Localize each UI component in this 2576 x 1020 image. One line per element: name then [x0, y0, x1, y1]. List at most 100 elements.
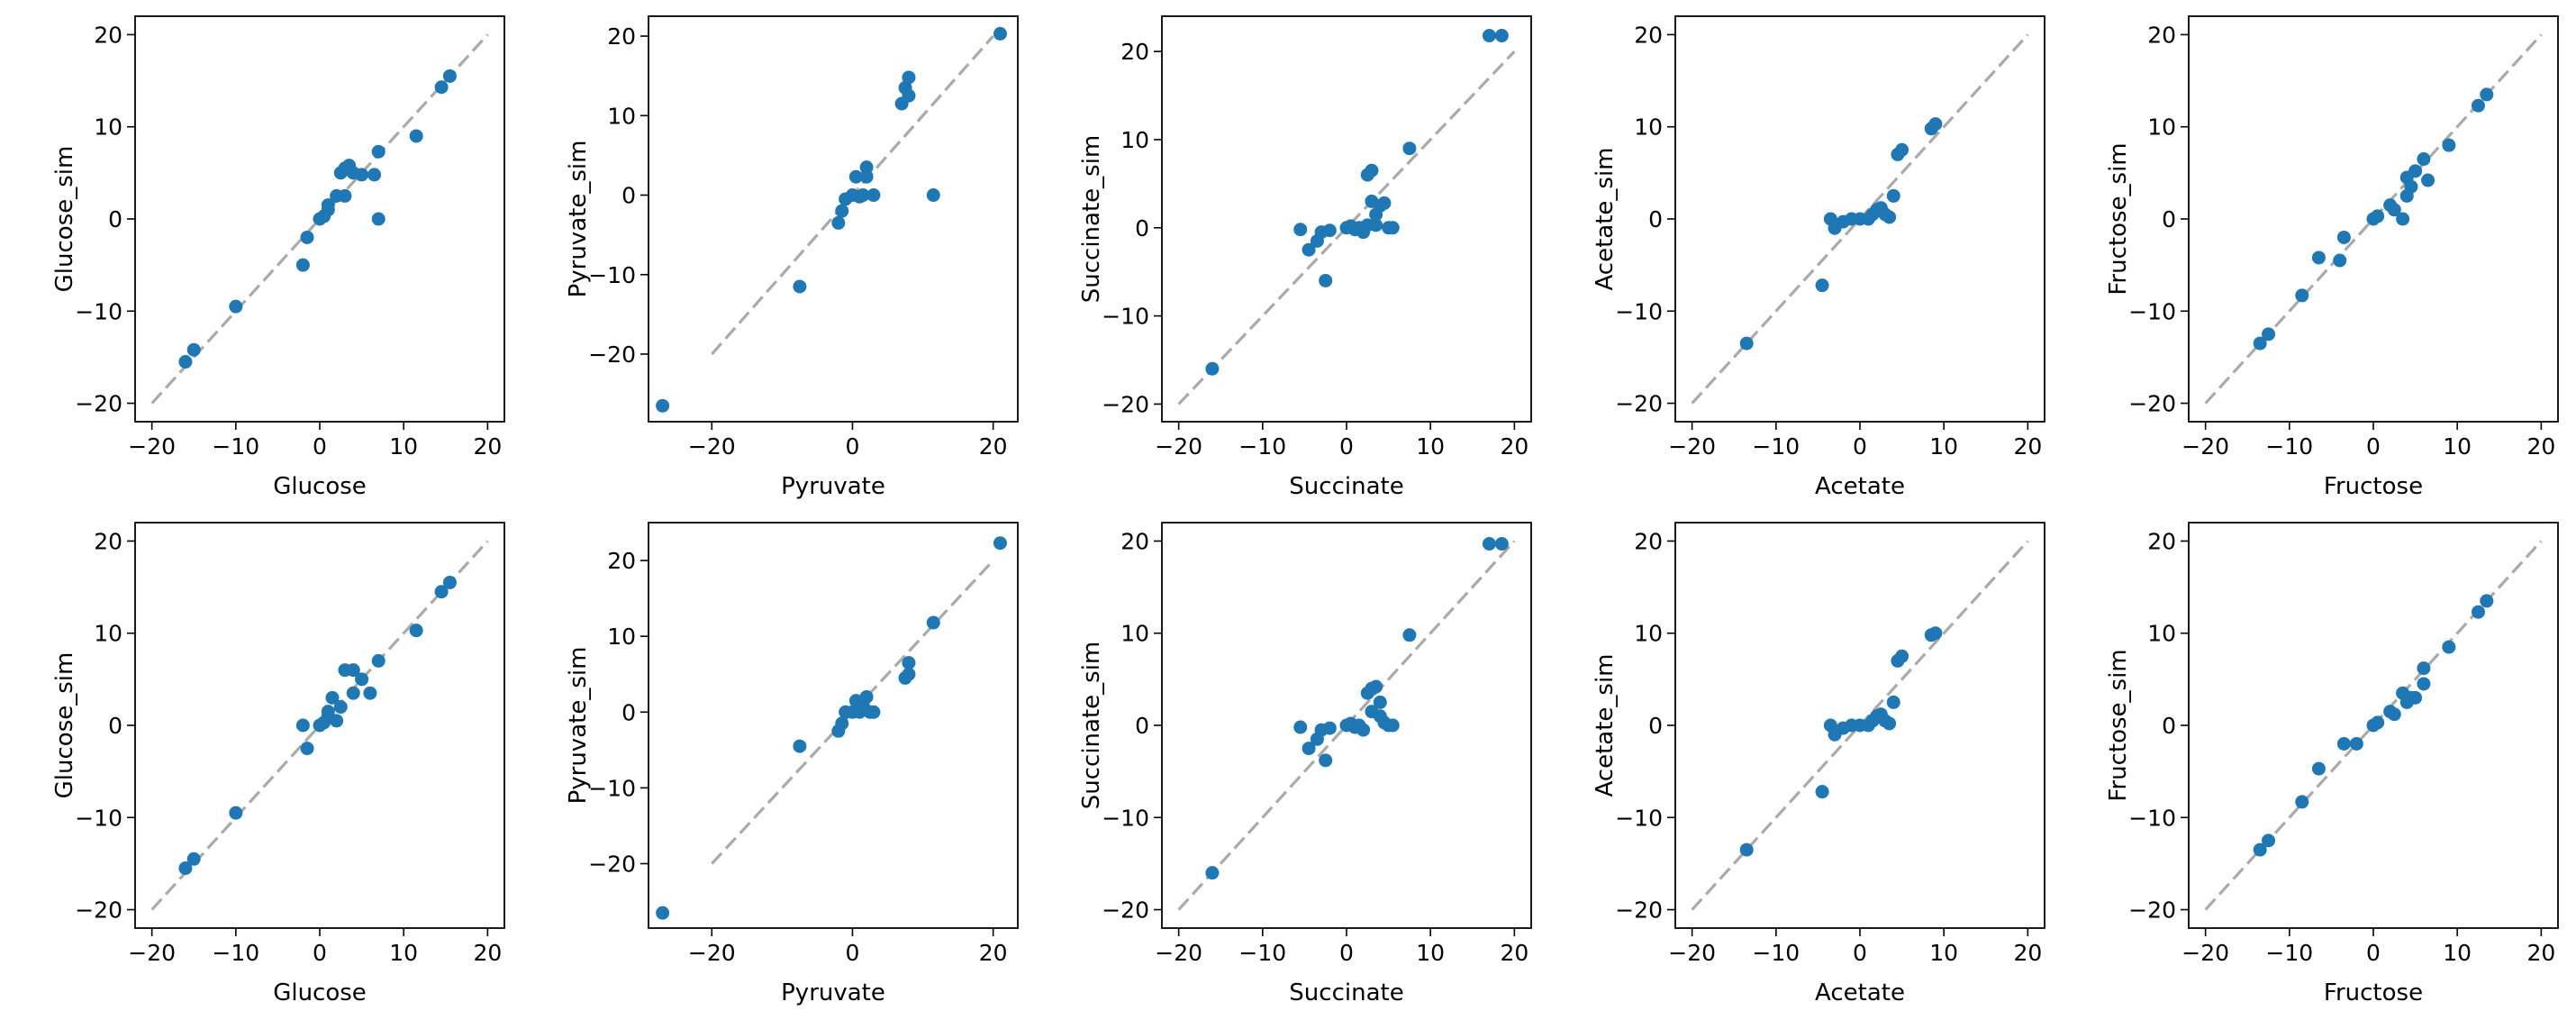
- subplot-1-1: −20 −10 0 10 20 −20 −10 0 10 20 Glucose Glucose_sim: [51, 15, 505, 500]
- x-axis-label: Glucose: [273, 979, 367, 1006]
- x-tick-label: 0: [2366, 433, 2381, 460]
- y-tick-label: −20: [1615, 391, 1663, 417]
- y-axis-label: Succinate_sim: [1078, 642, 1105, 810]
- data-point: [338, 188, 352, 203]
- data-point: [1369, 679, 1383, 694]
- x-axis-label: Acetate: [1815, 979, 1905, 1006]
- data-point: [793, 739, 807, 753]
- data-point: [1302, 742, 1316, 756]
- data-point: [793, 279, 807, 294]
- data-point: [333, 700, 348, 715]
- x-tick-label: −20: [2181, 433, 2229, 460]
- data-point: [442, 575, 457, 589]
- data-point: [1385, 221, 1400, 235]
- data-point: [1494, 537, 1509, 551]
- y-axis-label: Pyruvate_sim: [565, 647, 592, 805]
- data-point: [902, 656, 916, 670]
- y-tick-label: 20: [607, 23, 636, 50]
- data-point: [902, 70, 916, 85]
- data-point: [1815, 278, 1829, 293]
- data-point: [346, 663, 360, 678]
- reference-line: [711, 559, 994, 865]
- x-tick-label: 10: [1416, 940, 1445, 966]
- data-point: [2417, 677, 2431, 691]
- data-point: [371, 144, 385, 159]
- y-tick-label: −10: [1102, 805, 1149, 831]
- y-axis-label: Fructose_sim: [2105, 649, 2132, 801]
- subplot-1-3: −20 −10 0 10 20 −20 −10 0 10 20 Succinate Succinate…: [1078, 15, 1532, 500]
- data-point: [229, 299, 243, 314]
- y-tick-label: 0: [2162, 206, 2176, 232]
- y-tick-label: 20: [607, 548, 636, 574]
- data-point: [902, 88, 916, 103]
- data-point: [2311, 761, 2326, 776]
- data-point: [1739, 842, 1754, 857]
- data-point: [2349, 736, 2363, 751]
- x-tick-label: 20: [1500, 433, 1528, 460]
- x-tick-label: 0: [1339, 940, 1354, 966]
- y-tick-label: 20: [94, 22, 122, 48]
- data-point: [1482, 537, 1496, 551]
- x-tick-label: 10: [389, 433, 418, 460]
- x-axis-label: Acetate: [1815, 473, 1905, 500]
- data-point: [1895, 649, 1909, 663]
- data-point: [1928, 117, 1943, 132]
- data-point: [300, 742, 314, 756]
- data-point: [1293, 223, 1308, 237]
- x-tick-label: 20: [473, 940, 502, 966]
- y-axis-label: Pyruvate_sim: [565, 141, 592, 298]
- data-point: [409, 624, 423, 638]
- data-point: [1928, 626, 1943, 641]
- x-tick-label: 10: [1929, 433, 1958, 460]
- data-point: [859, 160, 874, 175]
- data-point: [2371, 209, 2385, 223]
- data-point: [859, 689, 874, 704]
- x-tick-label: −20: [688, 433, 736, 460]
- data-point: [1373, 695, 1387, 709]
- x-tick-label: 20: [1500, 940, 1528, 966]
- y-tick-label: 10: [2147, 621, 2176, 647]
- y-tick-label: −10: [588, 262, 636, 288]
- data-point: [178, 355, 193, 369]
- data-point: [2336, 230, 2351, 244]
- data-point: [926, 188, 940, 203]
- y-tick-label: −20: [1102, 897, 1149, 924]
- y-tick-label: 0: [2162, 713, 2176, 739]
- data-point: [866, 705, 881, 719]
- data-point: [371, 653, 385, 668]
- data-point: [1886, 188, 1900, 203]
- subplot-1-5: −20 −10 0 10 20 −20 −10 0 10 20 Fructose Fructose_s…: [2105, 15, 2559, 500]
- x-tick-label: 10: [1929, 940, 1958, 966]
- data-point: [355, 672, 369, 687]
- x-tick-label: −10: [2265, 940, 2313, 966]
- y-tick-label: −20: [2128, 897, 2176, 924]
- y-tick-label: −20: [75, 897, 122, 924]
- reference-line: [1177, 50, 1516, 405]
- y-tick-label: 0: [108, 713, 122, 739]
- y-tick-label: 0: [1648, 206, 1663, 232]
- data-point: [2417, 661, 2431, 676]
- data-point: [656, 398, 670, 413]
- data-point: [1739, 336, 1754, 351]
- y-axis-label: Acetate_sim: [1592, 147, 1619, 290]
- y-tick-label: 10: [1120, 127, 1149, 153]
- y-tick-label: 0: [621, 183, 636, 209]
- x-tick-label: 20: [979, 433, 1008, 460]
- data-point: [367, 168, 382, 182]
- data-point: [295, 718, 310, 733]
- data-point: [2442, 138, 2456, 152]
- axes-frame: [648, 522, 1019, 929]
- x-tick-label: 20: [2013, 940, 2042, 966]
- data-point: [442, 68, 457, 83]
- x-tick-label: 10: [389, 940, 418, 966]
- data-point: [2295, 795, 2309, 809]
- data-point: [2408, 164, 2423, 178]
- data-point: [1882, 716, 1897, 731]
- x-tick-label: 20: [979, 940, 1008, 966]
- data-point: [1356, 723, 1371, 737]
- data-point: [1322, 721, 1337, 735]
- data-point: [2417, 152, 2431, 167]
- data-point: [1482, 29, 1496, 43]
- data-point: [2442, 640, 2456, 654]
- data-point: [993, 536, 1007, 551]
